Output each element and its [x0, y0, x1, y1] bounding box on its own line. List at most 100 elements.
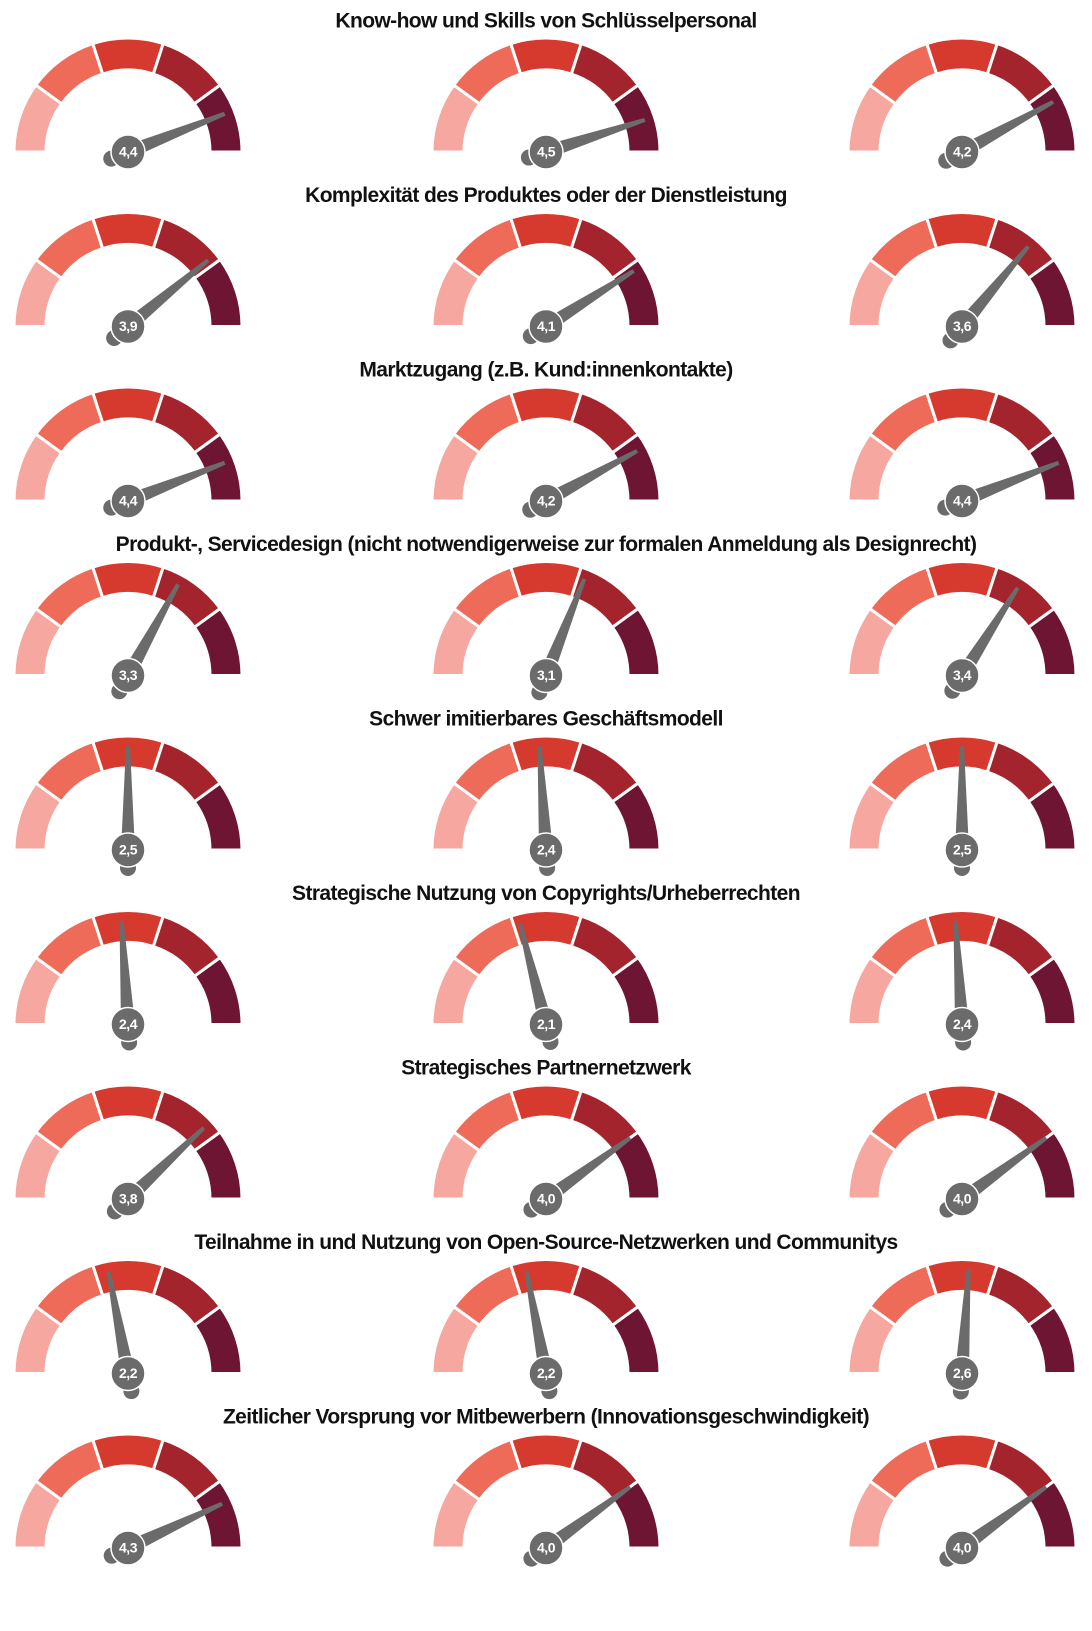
gauge-title: Komplexität des Produktes oder der Diens…	[305, 184, 787, 207]
gauge: 4,1	[430, 211, 662, 345]
gauge-band	[90, 1083, 166, 1123]
value-label: 2,5	[119, 842, 138, 858]
gauge-band	[90, 1258, 166, 1298]
gauge-band	[1026, 955, 1078, 1026]
needle-hub	[110, 483, 146, 519]
value-label: 2,6	[953, 1365, 972, 1381]
gauge-title: Strategisches Partnernetzwerk	[401, 1057, 691, 1080]
needle	[956, 586, 1020, 680]
value-label: 2,2	[537, 1365, 556, 1381]
value-label: 3,1	[537, 667, 556, 683]
needle	[956, 245, 1030, 331]
gauge-band	[508, 560, 584, 600]
needle-hub	[944, 308, 980, 345]
gauge-band	[508, 1432, 584, 1472]
gauge-band	[1026, 606, 1078, 677]
needle	[539, 578, 587, 679]
needle	[125, 111, 226, 159]
value-label: 4,4	[119, 493, 138, 509]
gauge-band	[90, 1432, 166, 1472]
gauge-band	[1026, 1478, 1078, 1550]
gauge-band	[1026, 1304, 1078, 1375]
gauge-band	[610, 955, 662, 1026]
gauge: 4,4	[12, 385, 244, 519]
gauge-band	[192, 780, 244, 852]
gauge-band	[508, 211, 584, 251]
needle	[121, 746, 135, 850]
gauge-band	[924, 909, 1000, 949]
needle-hub	[528, 1355, 564, 1392]
value-label: 4,0	[537, 1540, 556, 1556]
gauge-title: Schwer imitierbares Geschäftsmodell	[369, 708, 723, 731]
gauge-title: Strategische Nutzung von Copyrights/Urhe…	[292, 882, 800, 905]
gauge: 4,0	[846, 1432, 1078, 1567]
gauge: 4,4	[846, 385, 1078, 519]
value-label: 4,2	[537, 493, 556, 509]
gauge: 2,2	[12, 1258, 244, 1400]
needle-hub	[110, 832, 146, 868]
value-label: 4,0	[953, 1540, 972, 1556]
gauge: 4,3	[12, 1432, 244, 1566]
needle	[524, 1270, 553, 1375]
needle-hub	[528, 483, 564, 519]
needle-hub	[528, 308, 564, 345]
needle-hub	[944, 832, 980, 868]
gauge-band	[90, 36, 166, 76]
gauge-band	[1026, 1129, 1078, 1201]
value-label: 4,1	[537, 318, 556, 334]
gauge-title: Produkt-, Servicedesign (nicht notwendig…	[116, 533, 977, 556]
value-label: 4,5	[537, 144, 556, 160]
gauge-band	[508, 1083, 584, 1123]
value-label: 4,4	[119, 144, 138, 160]
needle	[123, 1126, 206, 1205]
gauge-band	[924, 1432, 1000, 1472]
gauge-band	[508, 385, 584, 425]
gauge: 3,9	[12, 211, 244, 346]
needle-hub	[944, 1006, 980, 1043]
value-label: 3,4	[953, 667, 972, 683]
gauge-band	[610, 780, 662, 852]
value-label: 3,9	[119, 318, 138, 334]
gauge-band	[610, 82, 662, 154]
needle	[542, 449, 639, 508]
needle-hub	[944, 1530, 980, 1566]
value-label: 2,4	[537, 842, 556, 858]
value-label: 4,3	[119, 1540, 138, 1556]
gauge: 4,0	[430, 1083, 662, 1218]
gauge: 3,1	[430, 560, 662, 701]
gauge-band	[90, 560, 166, 600]
needle-hub	[528, 832, 564, 868]
gauge-band	[192, 1478, 244, 1550]
needle	[543, 117, 646, 159]
gauge: 2,4	[430, 734, 662, 876]
gauge-band	[192, 257, 244, 328]
value-label: 2,4	[953, 1016, 972, 1032]
value-label: 4,0	[953, 1191, 972, 1207]
gauge: 3,8	[12, 1083, 244, 1220]
needle	[953, 920, 969, 1025]
needle-hub	[944, 134, 980, 170]
needle-hub	[110, 1355, 146, 1392]
needle	[121, 583, 180, 679]
gauge-band	[1026, 780, 1078, 852]
needle-hub	[528, 657, 564, 694]
value-label: 4,4	[953, 493, 972, 509]
needle	[537, 746, 553, 851]
needle-hub	[528, 1530, 564, 1566]
gauge: 4,5	[430, 36, 662, 170]
needle	[125, 460, 226, 508]
value-label: 2,4	[119, 1016, 138, 1032]
needle-hub	[944, 483, 980, 519]
gauge-band	[90, 385, 166, 425]
gauge-title: Know-how und Skills von Schlüsselpersona…	[335, 10, 756, 33]
needle	[957, 1485, 1048, 1554]
needle-hub	[110, 1006, 146, 1043]
needle-hub	[110, 134, 146, 170]
gauge-band	[90, 909, 166, 949]
gauge: 4,0	[430, 1432, 662, 1567]
needle-hub	[944, 657, 980, 694]
gauge-band	[924, 211, 1000, 251]
value-label: 4,2	[953, 144, 972, 160]
needle	[955, 746, 969, 850]
